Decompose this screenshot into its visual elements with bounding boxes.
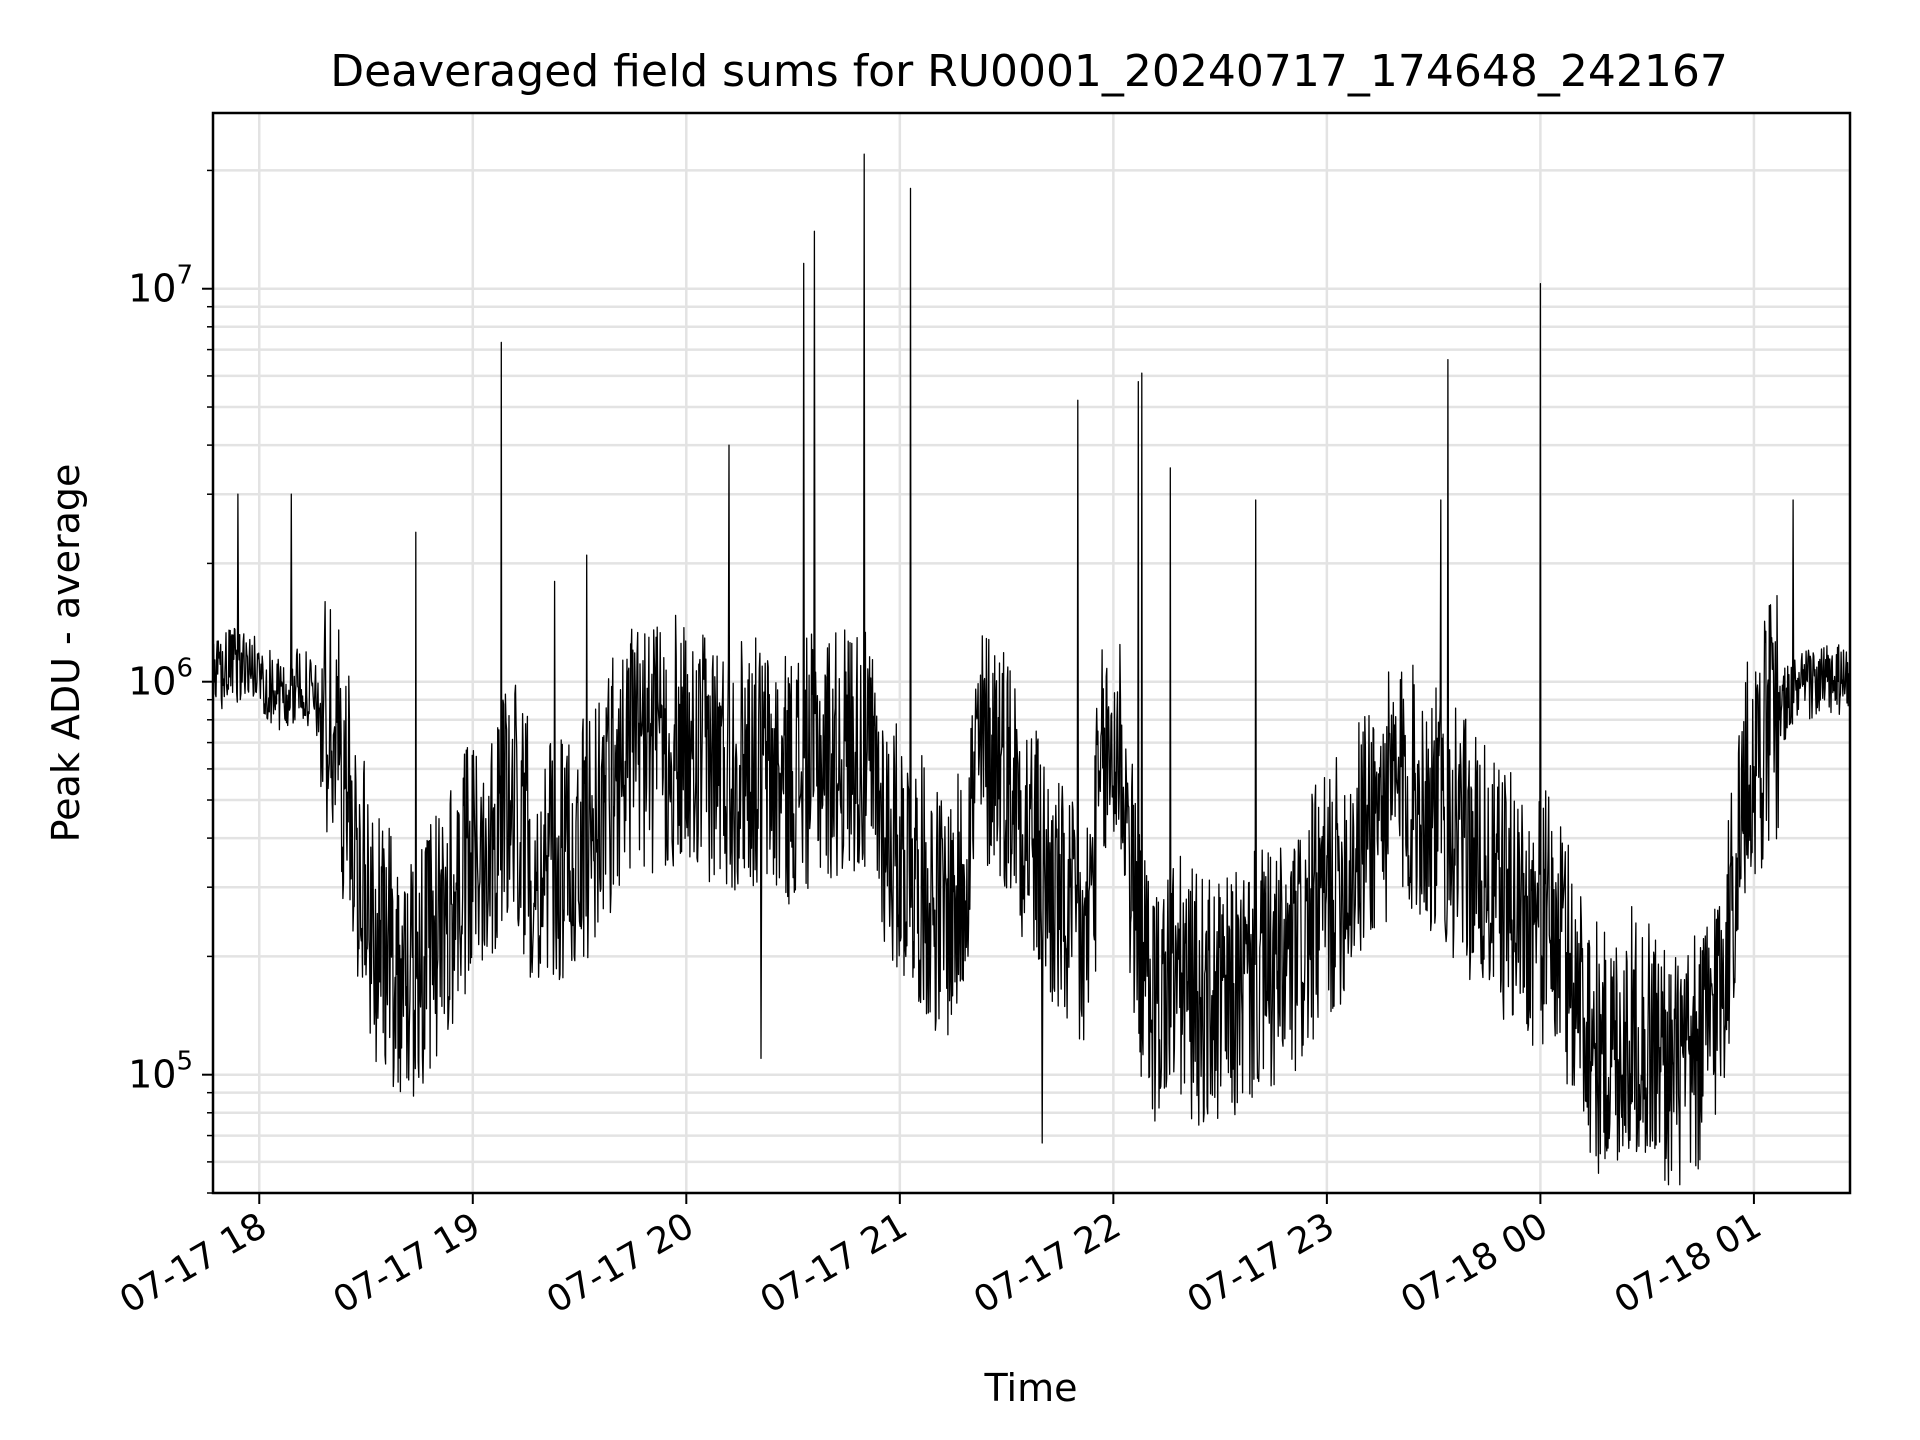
y-axis-label: Peak ADU - average	[44, 464, 88, 843]
series-line	[212, 153, 1851, 1186]
x-tick-label: 07-17 23	[1181, 1205, 1342, 1321]
x-axis-label: Time	[984, 1366, 1078, 1410]
series-line-path	[212, 153, 1851, 1186]
x-tick-label: 07-17 18	[113, 1205, 274, 1321]
x-tick-label: 07-17 19	[327, 1205, 488, 1321]
x-axis: 07-17 18 07-17 19 07-17 20 07-17 21 07-17 22…	[113, 1193, 1768, 1322]
x-tick-label: 07-18 00	[1394, 1205, 1555, 1321]
y-tick-label: 106	[128, 654, 193, 704]
y-tick-label: 105	[128, 1047, 193, 1097]
y-tick-label: 107	[128, 261, 193, 311]
plot-frame	[211, 111, 1852, 1195]
x-tick-label: 07-17 20	[540, 1205, 701, 1321]
grid	[213, 113, 1850, 1195]
x-tick-label: 07-17 21	[754, 1205, 915, 1321]
chart-title: Deaveraged field sums for RU0001_2024071…	[330, 46, 1728, 97]
x-tick-label: 07-17 22	[967, 1205, 1128, 1321]
x-tick-label: 07-18 01	[1608, 1205, 1769, 1321]
y-axis: 105 106 107	[128, 169, 213, 1194]
